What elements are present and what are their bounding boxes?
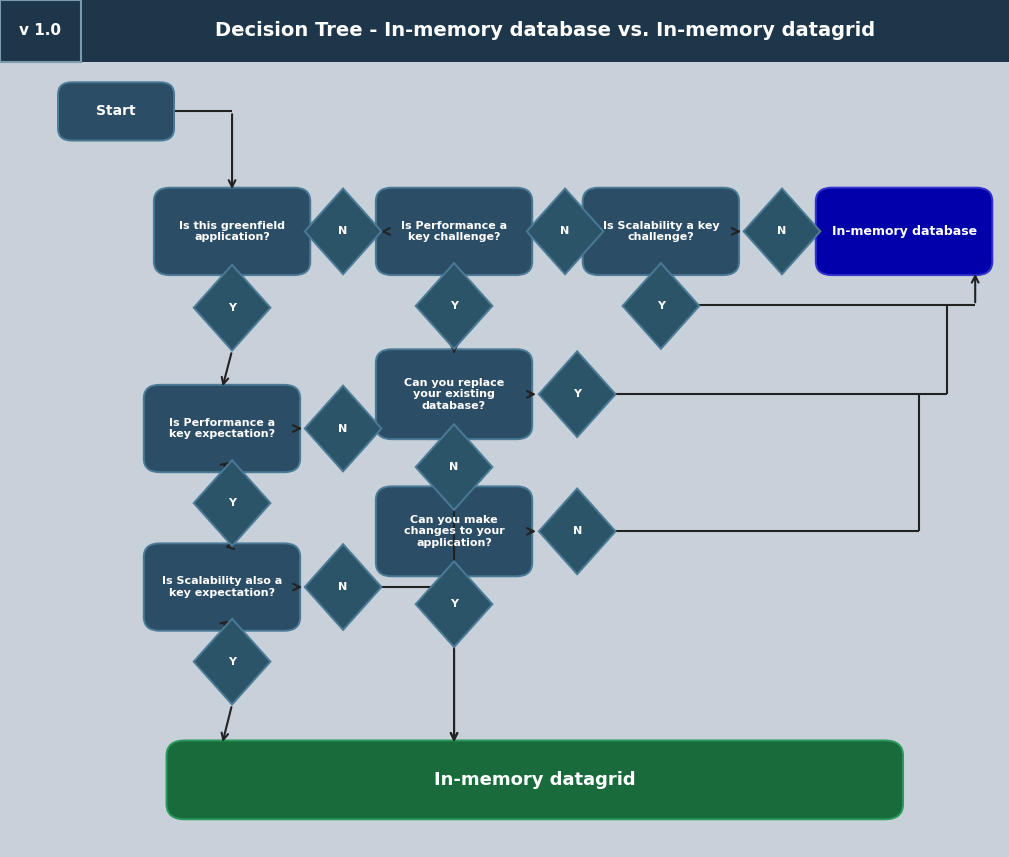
Polygon shape [305, 189, 381, 274]
FancyBboxPatch shape [166, 740, 903, 819]
Polygon shape [539, 488, 615, 574]
Text: N: N [777, 226, 787, 237]
FancyBboxPatch shape [375, 350, 533, 439]
Polygon shape [623, 263, 699, 349]
Text: Is Performance a
key challenge?: Is Performance a key challenge? [401, 220, 508, 243]
FancyBboxPatch shape [144, 385, 301, 472]
Text: Y: Y [228, 656, 236, 667]
Text: N: N [338, 423, 348, 434]
Polygon shape [194, 265, 270, 351]
Text: v 1.0: v 1.0 [19, 23, 62, 39]
Text: N: N [560, 226, 570, 237]
Text: N: N [338, 226, 348, 237]
FancyBboxPatch shape [815, 188, 992, 275]
Text: N: N [449, 462, 459, 472]
Text: Y: Y [573, 389, 581, 399]
FancyBboxPatch shape [144, 543, 301, 631]
Text: Is this greenfield
application?: Is this greenfield application? [179, 220, 286, 243]
Text: Y: Y [228, 498, 236, 508]
FancyBboxPatch shape [0, 0, 1009, 62]
Text: Start: Start [96, 105, 136, 118]
FancyBboxPatch shape [154, 188, 311, 275]
Text: N: N [572, 526, 582, 536]
Polygon shape [416, 424, 492, 510]
Text: In-memory datagrid: In-memory datagrid [434, 770, 636, 789]
Polygon shape [416, 263, 492, 349]
FancyBboxPatch shape [0, 0, 81, 62]
Text: Can you make
changes to your
application?: Can you make changes to your application… [404, 515, 504, 548]
Polygon shape [194, 460, 270, 546]
Polygon shape [416, 561, 492, 647]
FancyBboxPatch shape [375, 188, 533, 275]
Text: Is Scalability also a
key expectation?: Is Scalability also a key expectation? [161, 576, 283, 598]
FancyBboxPatch shape [59, 82, 174, 141]
FancyBboxPatch shape [375, 487, 533, 576]
Text: Y: Y [450, 599, 458, 609]
Polygon shape [305, 386, 381, 471]
Text: Can you replace
your existing
database?: Can you replace your existing database? [404, 378, 504, 411]
Text: Decision Tree - In-memory database vs. In-memory datagrid: Decision Tree - In-memory database vs. I… [215, 21, 875, 40]
Text: Is Performance a
key expectation?: Is Performance a key expectation? [169, 417, 275, 440]
Text: Y: Y [657, 301, 665, 311]
Polygon shape [527, 189, 603, 274]
Text: In-memory database: In-memory database [831, 225, 977, 238]
Polygon shape [194, 619, 270, 704]
Polygon shape [744, 189, 820, 274]
FancyBboxPatch shape [583, 188, 739, 275]
Text: N: N [338, 582, 348, 592]
Text: Is Scalability a key
challenge?: Is Scalability a key challenge? [602, 220, 719, 243]
Polygon shape [539, 351, 615, 437]
Polygon shape [305, 544, 381, 630]
Text: Y: Y [450, 301, 458, 311]
Text: Y: Y [228, 303, 236, 313]
